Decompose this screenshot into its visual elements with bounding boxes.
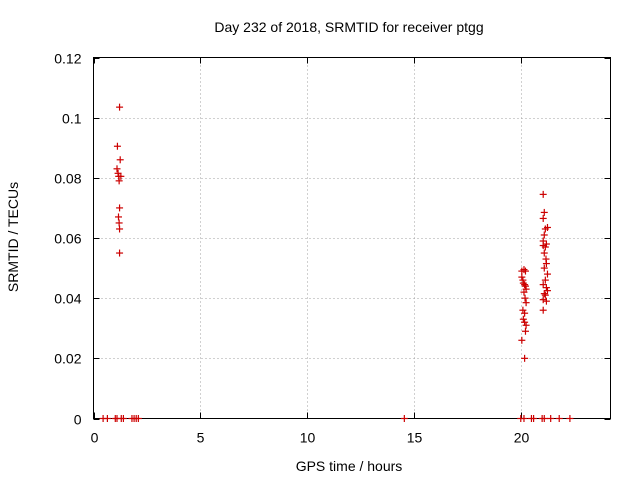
data-point	[539, 214, 547, 222]
data-points	[99, 103, 574, 422]
data-point	[542, 284, 550, 292]
y-tick-label: 0.02	[54, 351, 81, 367]
data-point	[114, 213, 122, 221]
x-tick-label: 0	[91, 430, 99, 446]
data-point	[540, 231, 548, 239]
x-tick-label: 20	[514, 430, 530, 446]
data-point	[539, 190, 547, 198]
data-point	[520, 415, 528, 422]
data-point	[547, 415, 555, 422]
data-point	[521, 267, 529, 275]
data-point	[566, 415, 574, 422]
data-point	[543, 270, 551, 278]
data-point	[116, 225, 124, 233]
y-tick-label: 0.08	[54, 171, 81, 187]
data-point	[543, 223, 551, 231]
data-point	[518, 273, 526, 281]
data-point	[540, 249, 548, 257]
y-tick-label: 0.12	[54, 51, 81, 67]
data-point	[522, 321, 530, 329]
chart-title: Day 232 of 2018, SRMTID for receiver ptg…	[214, 19, 483, 35]
data-point	[520, 266, 528, 274]
data-point	[518, 336, 526, 344]
data-point	[134, 415, 142, 422]
data-point	[116, 249, 124, 257]
data-point	[116, 204, 124, 212]
data-point	[116, 103, 124, 111]
data-point	[113, 165, 121, 173]
data-point	[115, 219, 123, 227]
data-point	[541, 243, 549, 251]
data-point	[530, 415, 538, 422]
data-point	[541, 276, 549, 284]
data-point	[103, 415, 111, 422]
data-point	[521, 309, 529, 317]
data-point	[542, 260, 550, 268]
data-point	[116, 156, 124, 164]
y-tick-label: 0.06	[54, 231, 81, 247]
data-point	[541, 291, 549, 299]
data-point	[117, 172, 125, 180]
data-point	[519, 315, 527, 323]
y-tick-label: 0.1	[62, 111, 82, 127]
data-point	[521, 281, 529, 289]
y-axis-label: SRMTID / TECUs	[5, 182, 21, 292]
data-point	[400, 415, 408, 422]
data-point	[542, 240, 550, 248]
data-point	[543, 287, 551, 295]
data-point	[555, 415, 563, 422]
data-point	[119, 415, 127, 422]
x-tick-label: 5	[197, 430, 205, 446]
data-point	[540, 208, 548, 216]
data-point	[521, 327, 529, 335]
data-point	[540, 415, 548, 422]
data-point	[540, 290, 548, 298]
y-tick-label: 0.04	[54, 291, 81, 307]
y-tick-label: 0	[74, 412, 82, 428]
x-tick-label: 15	[407, 430, 423, 446]
plot-frame	[93, 57, 611, 419]
data-point	[519, 306, 527, 314]
data-point	[520, 288, 528, 296]
data-point	[542, 297, 550, 305]
x-axis-label: GPS time / hours	[296, 458, 403, 474]
grid-lines	[93, 57, 611, 419]
data-point	[521, 318, 529, 326]
data-point	[521, 354, 529, 362]
data-point	[539, 306, 547, 314]
data-point	[539, 281, 547, 289]
data-point	[522, 299, 530, 307]
data-point	[521, 282, 529, 290]
data-point	[115, 177, 123, 185]
x-tick-label: 10	[300, 430, 316, 446]
data-point	[539, 296, 547, 304]
data-point	[521, 294, 529, 302]
axis-ticks: 0 5 10 15 20 0 0.02 0.04 0.06 0.08 0.1 0.12	[54, 51, 611, 446]
data-point	[113, 142, 121, 150]
data-point	[540, 264, 548, 272]
